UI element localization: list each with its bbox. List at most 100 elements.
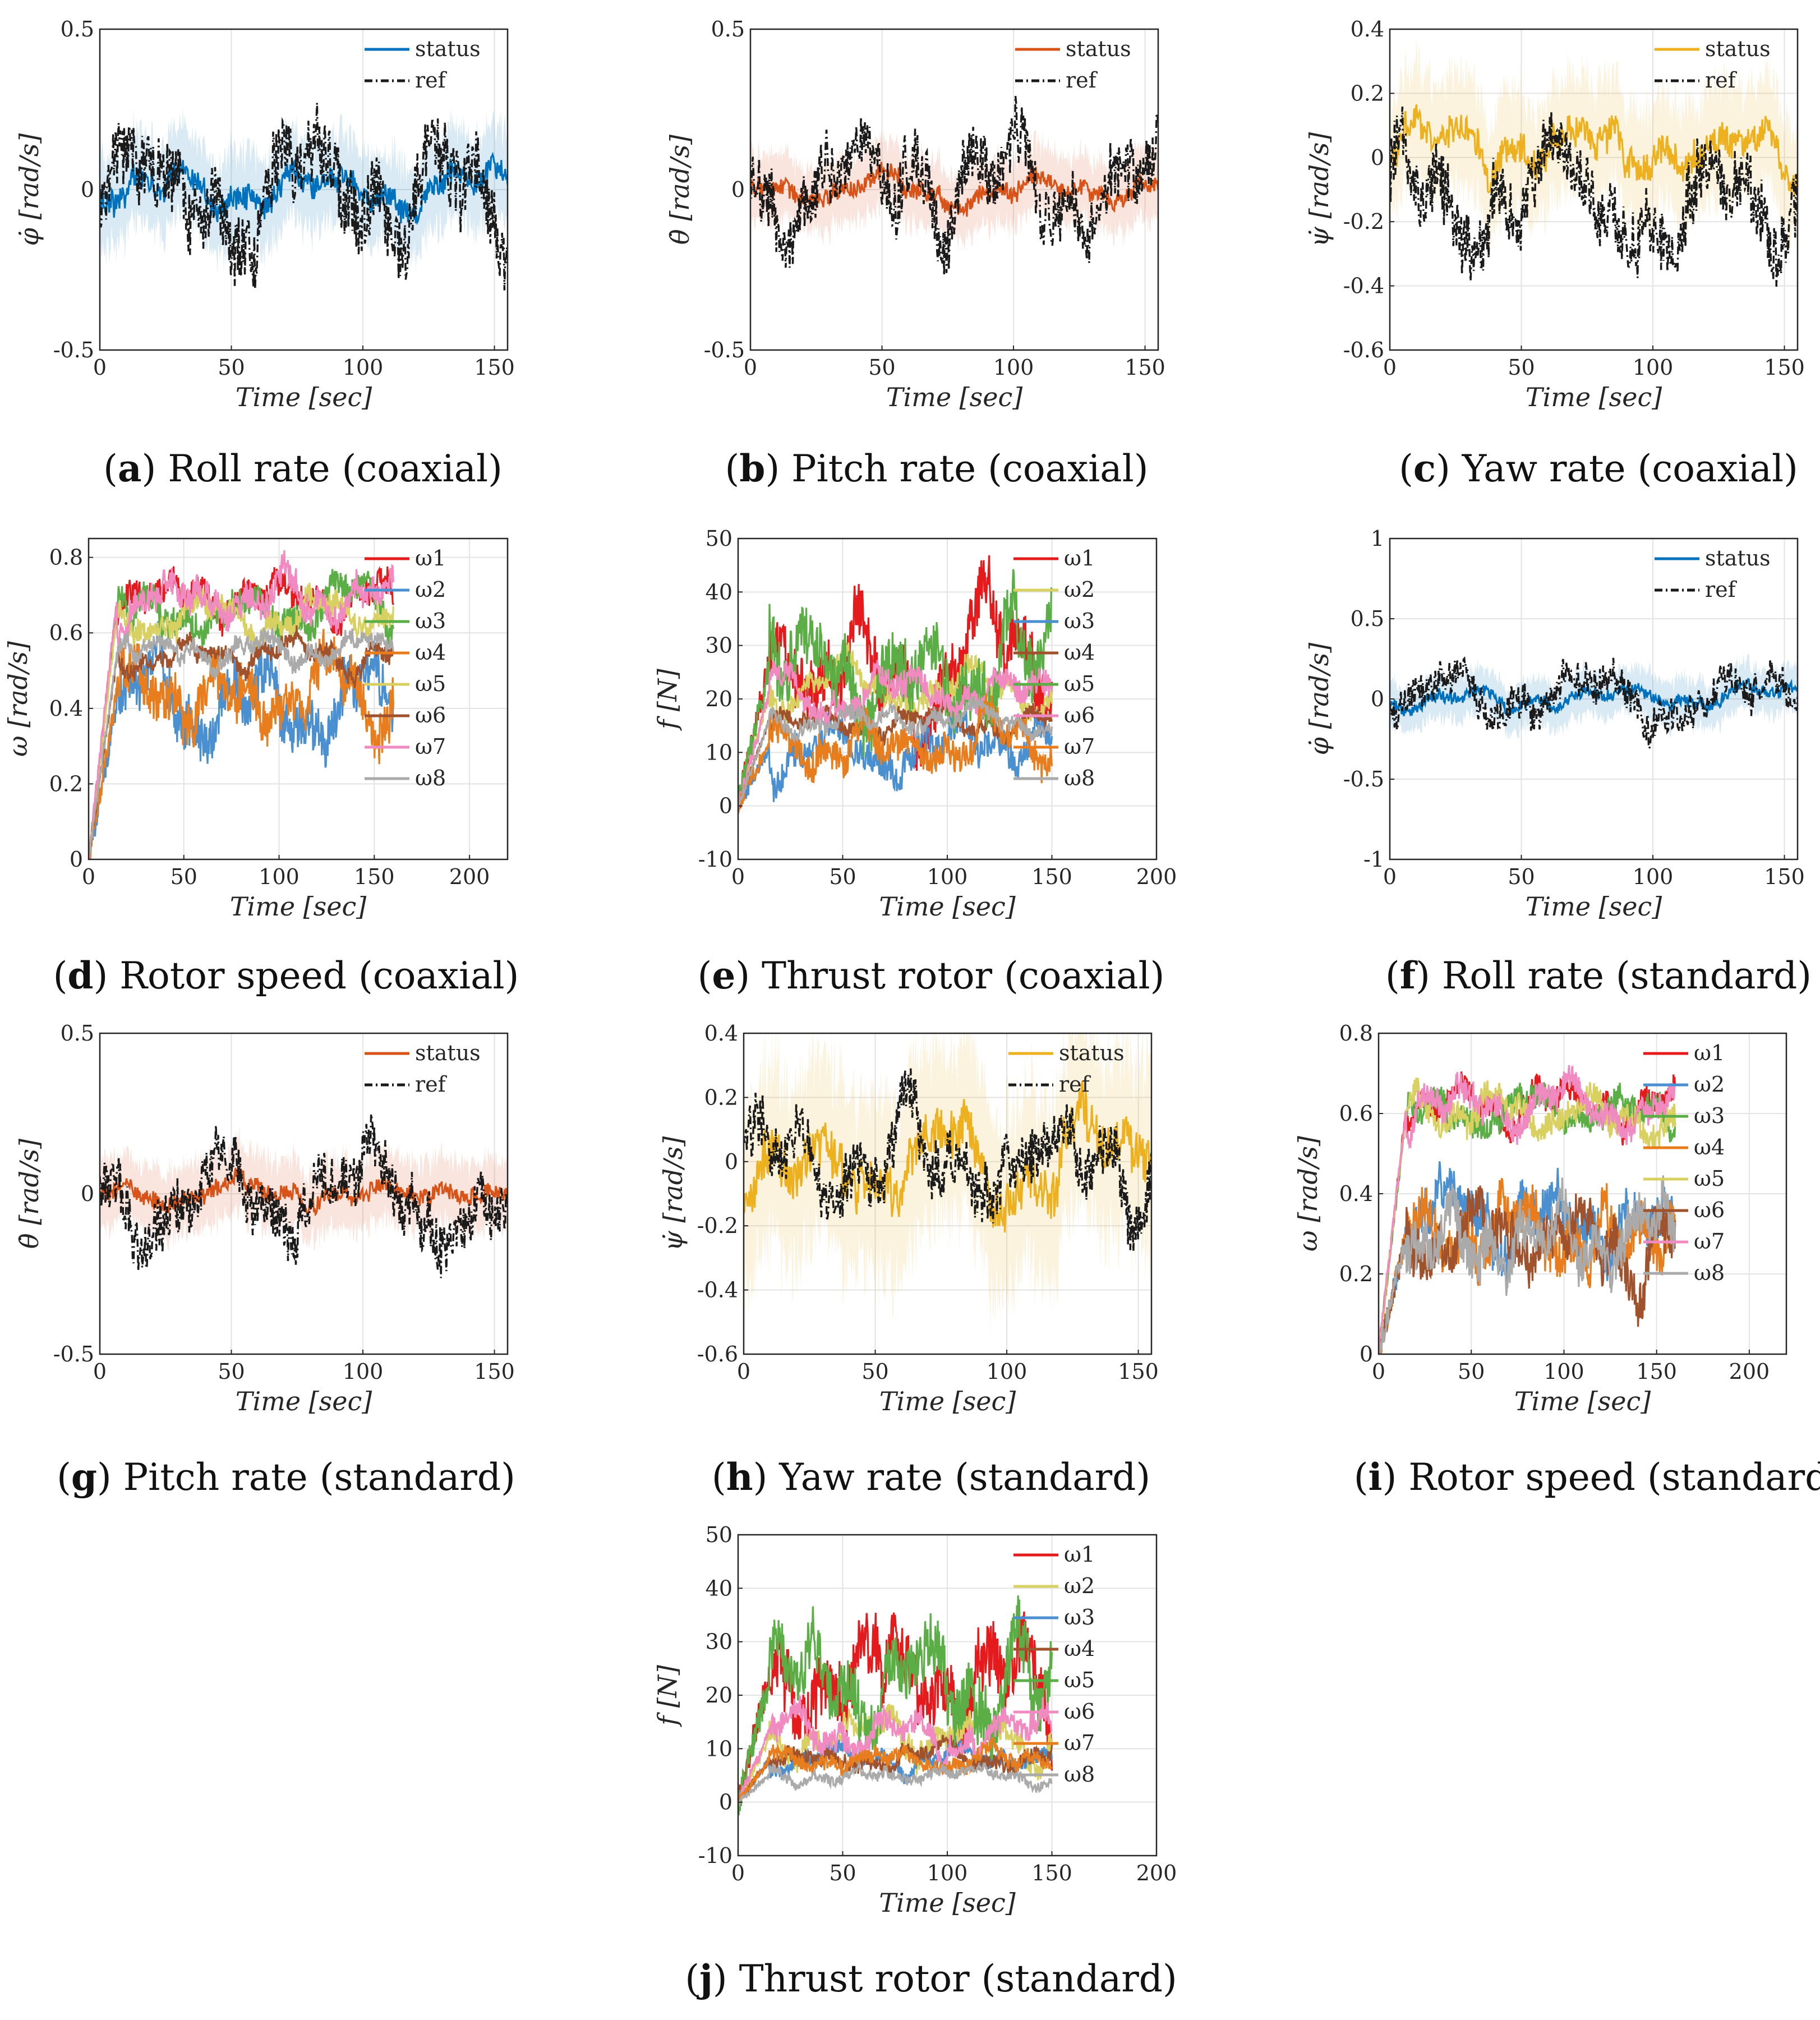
x-tick-label: 0 [1383,864,1397,889]
x-tick-label: 200 [1729,1359,1770,1384]
chart-c: 0 50 100 150 -0.6 -0.4 -0.2 0 0.2 0.4 Time [sec] ψ̇… [1304,17,1805,412]
legend-label: ref [1705,577,1738,602]
series-line-ref [100,1113,508,1278]
legend-label: ω4 [1064,1636,1095,1661]
legend-label: status [1705,546,1771,570]
series-line-ref [1390,656,1798,749]
y-tick-label: 0 [719,794,732,818]
x-tick-label: 100 [987,1359,1028,1384]
legend-label: status [1066,36,1131,61]
y-tick-label: 0.5 [61,1021,94,1046]
x-tick-label: 150 [1031,864,1072,889]
x-tick-label: 100 [927,864,968,889]
legend-label: ω2 [1694,1072,1725,1097]
y-tick-label: 0 [1360,1342,1373,1366]
x-tick-label: 150 [1764,864,1805,889]
legend-label: ω1 [1064,1542,1095,1567]
series-line-ω6 [738,1695,1053,1801]
panel-caption-h: (h) Yaw rate (standard) [712,1455,1150,1499]
x-tick-label: 150 [1764,355,1805,380]
y-tick-label: -10 [698,1843,732,1868]
y-tick-label: 0 [725,1149,738,1174]
series-group [89,550,394,859]
legend-label: ω3 [1064,609,1095,633]
x-tick-label: 100 [993,355,1034,380]
x-tick-label: 0 [93,1359,107,1384]
x-axis-label: Time [sec] [879,1386,1016,1416]
x-tick-label: 200 [1136,1861,1177,1885]
legend-label: ω3 [1064,1605,1095,1630]
legend-label: ref [1059,1072,1091,1097]
y-tick-label: -0.4 [1343,274,1384,298]
legend-label: ω5 [1064,1668,1095,1692]
series-group [738,1595,1053,1815]
y-tick-label: 0 [719,1790,732,1815]
chart-h: 0 50 100 150 -0.6 -0.4 -0.2 0 0.2 0.4 Time [sec] ψ̇… [658,1021,1159,1416]
x-tick-label: 100 [1633,864,1674,889]
legend-label: ω2 [415,577,446,602]
x-axis-label: Time [sec] [236,382,372,412]
y-tick-label: -0.2 [1343,209,1384,234]
x-tick-label: 50 [868,355,895,380]
x-tick-label: 0 [82,864,95,889]
series-line-ω6 [738,660,1053,808]
y-tick-label: 50 [706,526,732,551]
y-tick-label: 0.2 [704,1085,738,1110]
series-line-ω8 [738,1760,1053,1807]
x-axis-label: Time [sec] [1526,382,1662,412]
series-group [100,103,508,291]
x-tick-label: 150 [474,1359,515,1384]
axes-frame [743,1032,1153,1355]
series-line-ω5 [738,569,1053,803]
legend-label: status [1705,36,1771,61]
x-tick-label: 150 [1031,1861,1072,1885]
y-tick-label: -0.5 [704,338,745,362]
panel-caption-e: (e) Thrust rotor (coaxial) [698,954,1165,997]
legend-label: ref [1705,68,1738,93]
x-tick-label: 150 [474,355,515,380]
y-tick-label: 50 [706,1522,732,1547]
legend-label: ω8 [1064,766,1095,790]
x-axis-label: Time [sec] [879,891,1015,922]
y-tick-label: 0 [81,177,94,202]
y-tick-label: 0 [70,847,83,872]
panel-caption-i: (i) Rotor speed (standard) [1354,1455,1820,1499]
x-axis-label: Time [sec] [1514,1386,1651,1416]
series-line-ref [100,103,508,291]
y-tick-label: 0.4 [49,696,83,721]
y-tick-label: 0.8 [1339,1021,1373,1046]
legend-label: ref [415,1072,448,1097]
series-line-ω7 [1379,1065,1676,1354]
y-tick-label: 0.5 [1351,606,1384,631]
chart-i: 0 50 100 150 200 0 0.2 0.4 0.6 0.8 Time [sec] ω [ra… [1293,1021,1787,1416]
panel-caption-c: (c) Yaw rate (coaxial) [1399,447,1798,490]
x-axis-label: Time [sec] [879,1888,1015,1918]
y-tick-label: 0.2 [1351,81,1384,105]
panel-caption-a: (a) Roll rate (coaxial) [103,447,503,490]
axes-frame [1389,28,1799,351]
y-tick-label: 0.6 [49,620,83,645]
x-tick-label: 50 [829,1861,856,1885]
x-tick-label: 0 [1383,355,1397,380]
legend-label: ref [415,68,448,93]
legend-label: ω5 [415,671,446,696]
x-tick-label: 150 [354,864,395,889]
legend-label: ω7 [1064,1731,1095,1755]
series-group [1379,1065,1676,1354]
y-axis-label: f [N] [652,1665,683,1727]
series-line-ω4 [89,629,394,859]
legend-label: ω6 [1064,703,1095,728]
series-line-ω7 [738,1737,1053,1802]
y-tick-label: 0.4 [704,1021,738,1046]
legend-label: ω7 [1694,1229,1725,1254]
series-line-ref [750,95,1158,275]
y-axis-label: φ̇ [rad/s] [14,134,44,246]
x-tick-label: 0 [93,355,107,380]
series-line-ω5 [1379,1077,1676,1354]
y-tick-label: 0.4 [1339,1181,1373,1206]
legend-label: ω3 [415,609,446,633]
y-tick-label: -0.6 [697,1342,738,1366]
y-tick-label: -10 [698,847,732,872]
